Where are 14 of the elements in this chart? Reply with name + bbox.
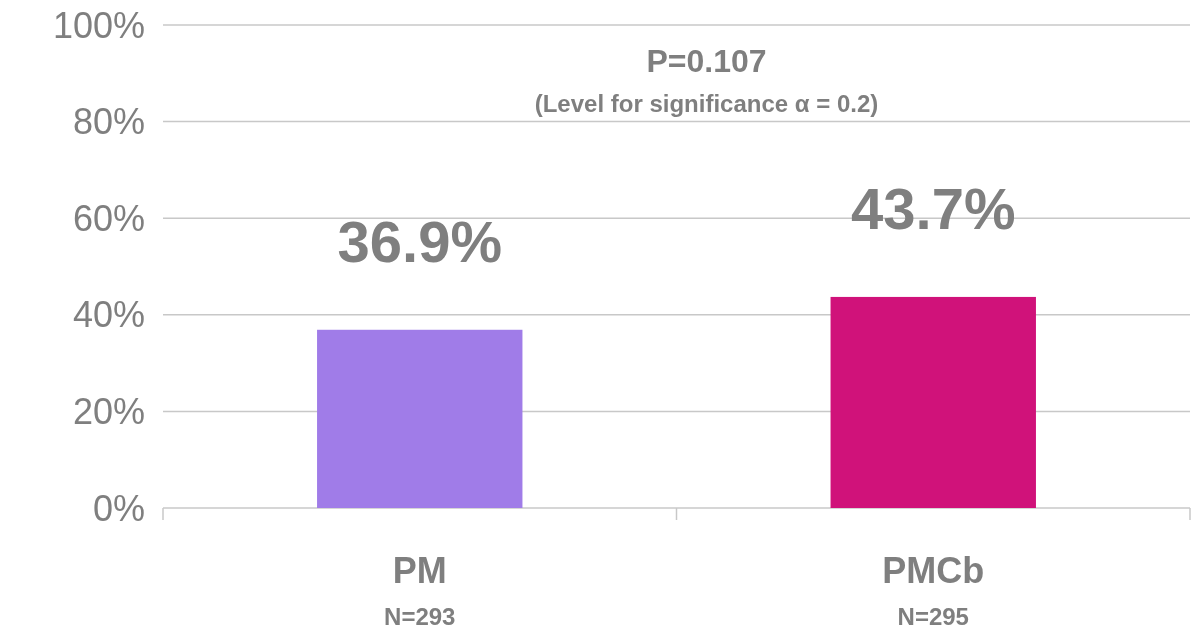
- y-tick-label: 80%: [72, 101, 145, 143]
- annotation: (Level for significance α = 0.2): [534, 90, 879, 117]
- y-tick-label: 0%: [92, 487, 145, 529]
- text: N=295: [897, 603, 969, 630]
- y-tick-label: 100%: [52, 4, 145, 46]
- x-tick-label: PMCb: [882, 550, 985, 591]
- y-tick-label: 40%: [72, 294, 145, 336]
- y-tick-label: 60%: [72, 197, 145, 239]
- data-label: 36.9%: [337, 208, 502, 274]
- y-tick-label: 20%: [72, 391, 145, 432]
- data-label: 43.7%: [851, 175, 1016, 241]
- annotation: P=0.107: [646, 43, 767, 79]
- x-tick-label: PM: [392, 550, 447, 591]
- text: N=293: [384, 603, 456, 630]
